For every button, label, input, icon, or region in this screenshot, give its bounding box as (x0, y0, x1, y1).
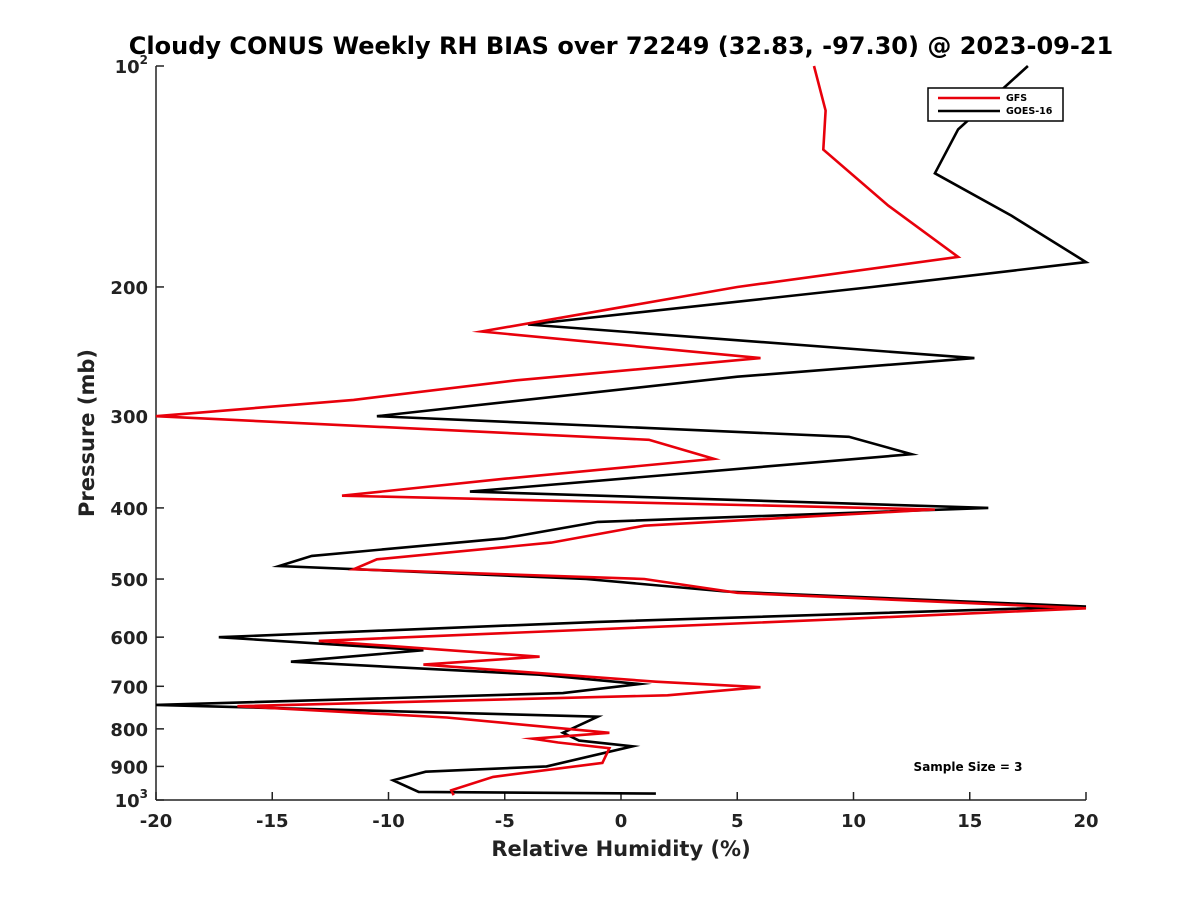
sample-size-annotation: Sample Size = 3 (914, 760, 1023, 774)
legend: GFS GOES-16 (927, 87, 1064, 122)
x-tick-label: 0 (615, 811, 628, 832)
legend-label-gfs: GFS (1006, 93, 1027, 104)
y-tick-label: 400 (110, 499, 148, 520)
y-tick-exponent: 2 (140, 53, 148, 67)
x-tick-label: -15 (256, 811, 289, 832)
x-tick-label: 15 (957, 811, 982, 832)
y-tick-label: 300 (110, 407, 148, 428)
y-tick-label: 103 (115, 787, 148, 812)
y-tick-label: 700 (110, 677, 148, 698)
y-tick-label: 900 (110, 757, 148, 778)
series-line-gfs (155, 65, 1087, 796)
x-tick-label: 20 (1073, 811, 1098, 832)
chart-title: Cloudy CONUS Weekly RH BIAS over 72249 (… (129, 32, 1113, 60)
y-tick-base: 10 (115, 791, 140, 812)
y-tick-base: 10 (115, 57, 140, 78)
x-tick-label: -20 (140, 811, 173, 832)
y-tick-exponent: 3 (140, 787, 148, 801)
x-tick-label: 10 (841, 811, 866, 832)
y-tick-label: 800 (110, 720, 148, 741)
y-tick-label: 600 (110, 628, 148, 649)
x-axis-label: Relative Humidity (%) (491, 837, 750, 861)
axis-ticks: -20 -15 -10 -5 0 5 10 15 20102200300400500600700… (110, 53, 1098, 832)
series-layer (155, 65, 1090, 796)
legend-label-goes16: GOES-16 (1006, 106, 1053, 117)
plot-area: -20 -15 -10 -5 0 5 10 15 20102200300400500600700… (110, 53, 1098, 832)
y-tick-label: 500 (110, 570, 148, 591)
y-axis-label: Pressure (mb) (75, 349, 99, 517)
series-line-goes-16 (155, 65, 1090, 795)
y-tick-label: 200 (110, 278, 148, 299)
x-tick-label: 5 (731, 811, 744, 832)
x-tick-label: -10 (372, 811, 405, 832)
legend-box (927, 87, 1064, 122)
y-tick-label: 102 (115, 53, 148, 78)
x-tick-label: -5 (495, 811, 515, 832)
